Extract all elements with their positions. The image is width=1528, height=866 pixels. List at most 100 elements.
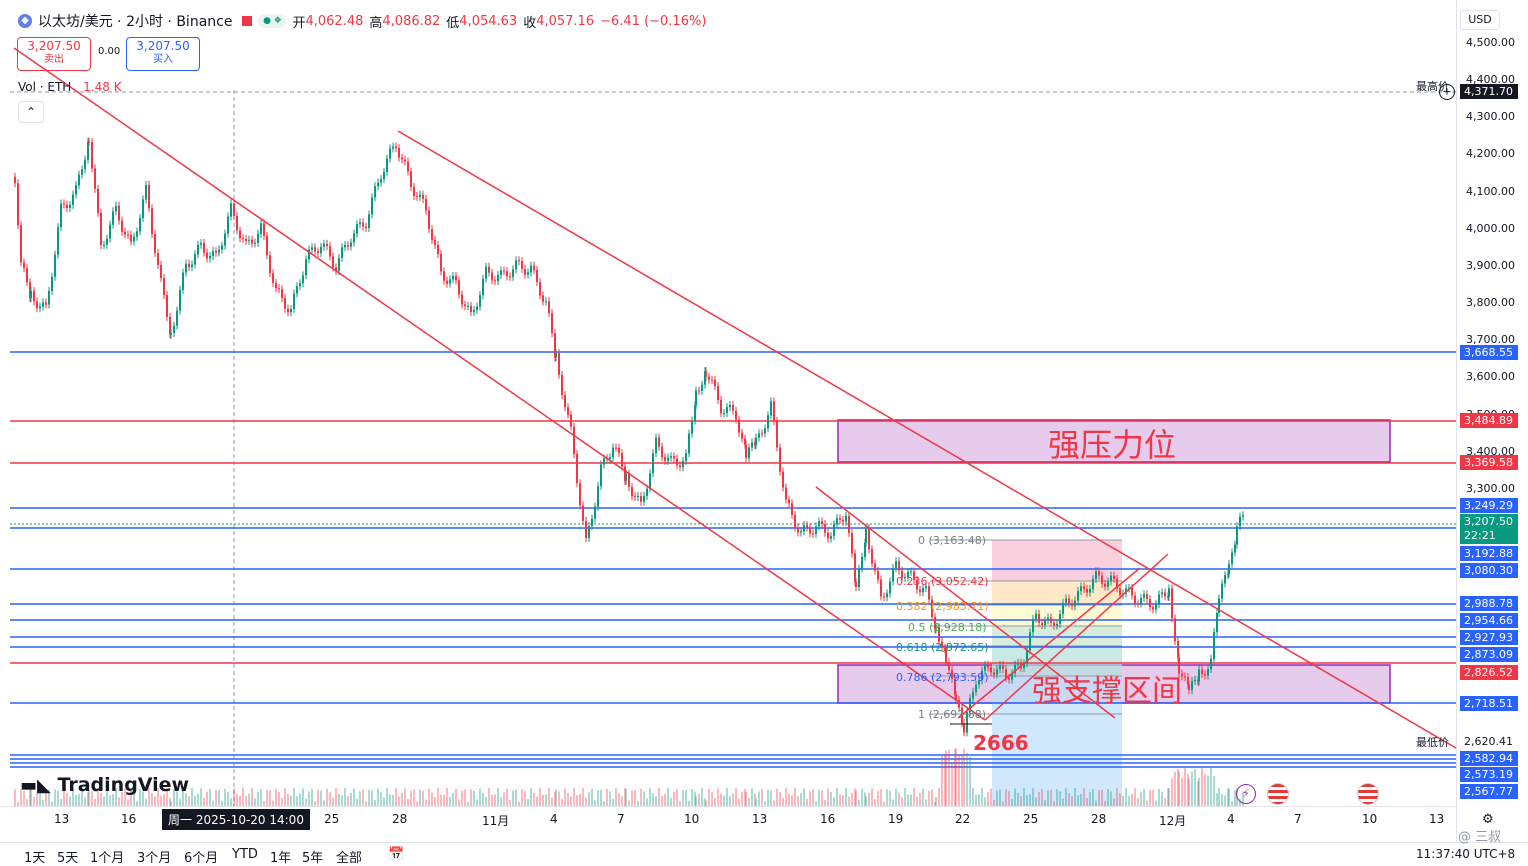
resistance-label[interactable]: 强压力位 <box>1048 426 1177 464</box>
volume-bar <box>254 798 256 806</box>
fib-level-5: 0.5 (2,928.18) <box>908 621 987 634</box>
candle <box>491 272 493 281</box>
period-button[interactable]: 3个月 <box>137 851 172 866</box>
volume-bar <box>317 789 319 806</box>
period-button[interactable]: 6个月 <box>184 851 219 866</box>
candle <box>877 570 879 580</box>
change-value: −6.41 (−0.16%) <box>600 13 707 29</box>
volume-bar <box>839 794 841 806</box>
volume-bar <box>215 790 217 806</box>
candle <box>886 593 888 598</box>
candle <box>422 194 424 199</box>
candle <box>621 453 623 467</box>
volume-bar <box>1137 798 1139 806</box>
candle <box>755 437 757 446</box>
volume-bar <box>419 789 421 806</box>
candle <box>374 186 376 198</box>
volume-bar <box>695 795 697 806</box>
volume-bar <box>764 801 766 806</box>
candle <box>494 280 496 282</box>
candle <box>1228 563 1230 574</box>
volume-bar <box>239 795 241 806</box>
volume-bar <box>539 788 541 806</box>
volume-bar <box>386 788 388 806</box>
candle <box>518 260 520 262</box>
candle <box>54 254 56 277</box>
add-alert-icon[interactable]: + <box>1439 84 1455 100</box>
candle <box>1077 591 1079 601</box>
tradingview-logo: ▬◣ TradingView <box>20 774 189 796</box>
currency-select[interactable]: USD <box>1460 10 1500 30</box>
volume-bar <box>978 794 980 806</box>
price-tick: 4,500.00 <box>1466 36 1515 49</box>
candle <box>741 432 743 439</box>
volume-bar <box>958 754 960 806</box>
volume-bar <box>791 795 793 806</box>
volume-bar <box>754 793 756 806</box>
volume-bar <box>640 789 642 806</box>
time-settings-icon[interactable]: ⚙ <box>1482 812 1494 827</box>
sell-button[interactable]: 3,207.50 卖出 <box>17 37 91 71</box>
candle <box>785 487 787 500</box>
volume-bar <box>938 788 940 806</box>
candle <box>1113 575 1115 579</box>
low-mark-label[interactable]: 2666 <box>973 731 1029 755</box>
volume-bar <box>242 788 244 806</box>
period-button[interactable]: YTD <box>232 847 258 862</box>
candle <box>1152 607 1154 610</box>
volume-bar <box>75 794 77 806</box>
candle <box>603 458 605 465</box>
flash-icon[interactable]: ⚡ <box>1236 784 1256 804</box>
period-button[interactable]: 全部 <box>336 851 363 866</box>
candle <box>470 305 472 313</box>
volume-bar <box>564 788 566 806</box>
candle <box>1131 588 1133 596</box>
volume-bar <box>1005 789 1007 806</box>
sell-price: 3,207.50 <box>27 39 81 53</box>
volume-bar <box>1086 797 1088 806</box>
period-button[interactable]: 5年 <box>302 851 324 866</box>
candle <box>975 684 977 692</box>
period-button[interactable]: 1个月 <box>90 851 125 866</box>
volume-bar <box>848 796 850 806</box>
buy-button[interactable]: 3,207.50 买入 <box>126 37 200 71</box>
volume-bar <box>609 791 611 806</box>
candle <box>1092 579 1094 590</box>
status-icon[interactable]: ● ❖ <box>258 14 287 28</box>
candle <box>512 269 514 277</box>
volume-bar <box>670 798 672 806</box>
volume-bar <box>1014 788 1016 806</box>
collapse-button[interactable]: ⌃ <box>18 101 44 123</box>
candle <box>818 521 820 527</box>
symbol-title[interactable]: 以太坊/美元 · 2小时 · Binance <box>38 14 233 30</box>
candle <box>848 515 850 534</box>
volume-bar <box>1119 793 1121 806</box>
candle <box>812 533 814 535</box>
candle <box>332 256 334 268</box>
candle <box>542 295 544 302</box>
period-button[interactable]: 1天 <box>24 851 46 866</box>
period-button[interactable]: 1年 <box>270 851 292 866</box>
date-range-icon[interactable]: 📅 <box>388 847 405 862</box>
volume-bar <box>815 801 817 806</box>
volume-bar <box>975 794 977 806</box>
volume-bar <box>1083 788 1085 806</box>
candle <box>533 265 535 270</box>
us-flag-icon[interactable] <box>1357 783 1379 805</box>
support-label[interactable]: 强支撑区间 <box>1032 674 1182 709</box>
period-button[interactable]: 5天 <box>57 851 79 866</box>
us-flag-icon[interactable] <box>1267 783 1289 805</box>
volume-bar <box>413 789 415 806</box>
candle <box>597 486 599 507</box>
candle <box>75 185 77 195</box>
candle <box>764 428 766 434</box>
volume-bar <box>142 791 144 806</box>
volume-bar <box>600 789 602 806</box>
volume-bar <box>1167 788 1169 806</box>
volume-bar <box>628 800 630 806</box>
candle <box>744 438 746 445</box>
volume-bar <box>761 789 763 806</box>
volume-bar <box>389 794 391 806</box>
volume-bar <box>145 798 147 806</box>
